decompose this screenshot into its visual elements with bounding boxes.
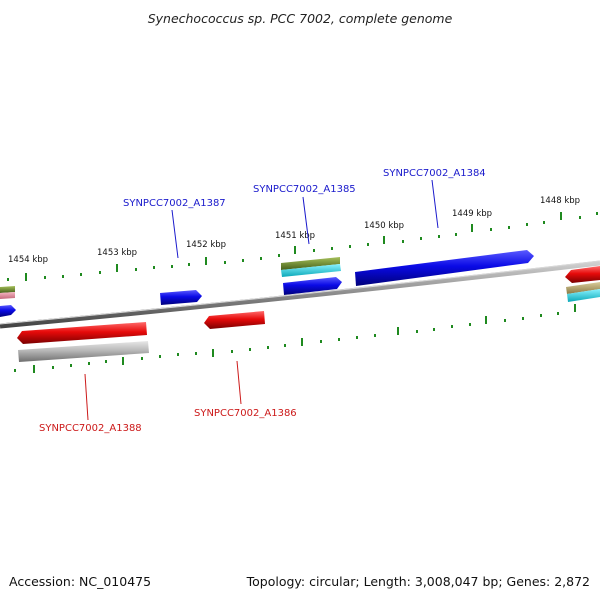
genome-backbone xyxy=(0,260,600,329)
gene-arrow-red xyxy=(565,266,600,283)
gene-arrow-cyan xyxy=(281,264,341,277)
gene-label-a1384[interactable]: SYNPCC7002_A1384 xyxy=(383,168,486,179)
gene-arrow-a1384 xyxy=(355,250,534,286)
scale-label-1453: 1453 kbp xyxy=(97,248,137,258)
outer-scale-dots xyxy=(7,212,598,281)
gene-arrow-a1385 xyxy=(283,277,342,295)
gene-arrow-a1386 xyxy=(204,311,265,329)
gene-label-a1386[interactable]: SYNPCC7002_A1386 xyxy=(194,408,297,419)
inner-scale-ticks xyxy=(33,304,576,373)
scale-label-1449: 1449 kbp xyxy=(452,209,492,219)
gene-arrow-olive xyxy=(281,257,340,270)
scale-label-1452: 1452 kbp xyxy=(186,240,226,250)
accession-text: Accession: NC_010475 xyxy=(9,574,151,589)
leader-a1385 xyxy=(302,196,310,245)
gene-arrow-a1387 xyxy=(160,290,202,305)
leader-a1387 xyxy=(171,209,179,259)
scale-label-1448: 1448 kbp xyxy=(540,196,580,206)
gene-arrow-a1388 xyxy=(17,322,147,344)
gene-arrow-cyan xyxy=(567,289,600,302)
leader-a1386 xyxy=(236,360,242,405)
gene-label-a1385[interactable]: SYNPCC7002_A1385 xyxy=(253,184,356,195)
reverse-genes xyxy=(17,266,600,362)
leader-a1384 xyxy=(431,179,439,229)
gene-arrow-pink xyxy=(0,292,15,299)
leader-a1388 xyxy=(84,373,89,421)
gene-arrow-tan xyxy=(566,282,600,294)
scale-label-1450: 1450 kbp xyxy=(364,221,404,231)
gene-label-a1388[interactable]: SYNPCC7002_A1388 xyxy=(39,423,142,434)
forward-genes xyxy=(0,250,600,317)
outer-scale-ticks xyxy=(25,212,562,281)
gene-arrow-olive xyxy=(0,286,15,293)
scale-label-1454: 1454 kbp xyxy=(8,255,48,265)
genome-summary-text: Topology: circular; Length: 3,008,047 bp… xyxy=(246,574,590,589)
gene-label-a1387[interactable]: SYNPCC7002_A1387 xyxy=(123,198,226,209)
map-title: Synechococcus sp. PCC 7002, complete gen… xyxy=(148,11,453,26)
gene-arrow-grey xyxy=(18,341,149,362)
label-leaders xyxy=(84,179,439,421)
inner-scale-dots xyxy=(14,312,559,372)
scale-label-1451: 1451 kbp xyxy=(275,231,315,241)
gene-arrow-blue xyxy=(0,305,16,317)
